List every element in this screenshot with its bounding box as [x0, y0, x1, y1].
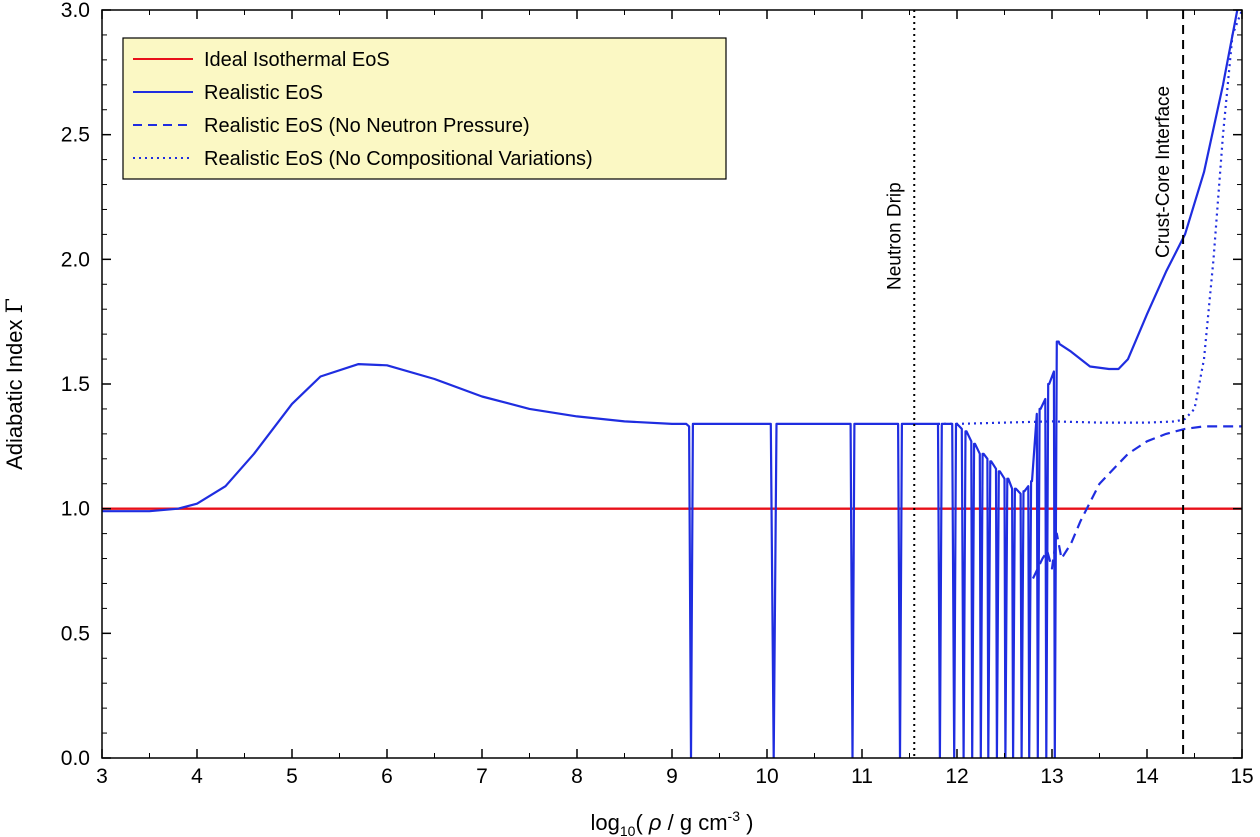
legend-label-1: Ideal Isothermal EoS [204, 49, 390, 71]
y-tick-label: 0.5 [61, 622, 90, 645]
legend-label-3: Realistic EoS (No Neutron Pressure) [204, 115, 530, 137]
y-axis-label: Adiabatic Index Γ [2, 298, 28, 470]
series-layer [102, 10, 1242, 758]
y-tick-label: 2.5 [61, 124, 90, 147]
legend-label-4: Realistic EoS (No Compositional Variatio… [204, 148, 593, 170]
x-tick-label: 10 [755, 765, 778, 788]
x-tick-label: 7 [476, 765, 488, 788]
y-tick-label: 1.0 [61, 498, 90, 521]
y-tick-label: 1.5 [61, 373, 90, 396]
x-tick-label: 4 [191, 765, 203, 788]
x-axis-label: log10( ρ / g cm-3 ) [591, 808, 754, 837]
legend-box [122, 37, 727, 180]
reference-lines: Neutron Drip Crust-Core Interface [884, 10, 1185, 758]
reference-line-label-2: Crust-Core Interface [1153, 86, 1174, 258]
x-tick-label: 3 [96, 765, 108, 788]
series-line-3 [1032, 425, 1242, 579]
x-tick-label: 6 [381, 765, 393, 788]
x-tick-label: 14 [1135, 765, 1159, 788]
reference-line-label-1: Neutron Drip [884, 182, 905, 290]
x-tick-label: 15 [1230, 765, 1253, 788]
x-tick-label: 12 [945, 765, 968, 788]
y-tick-label: 3.0 [61, 0, 90, 22]
y-tick-label: 0.0 [61, 747, 90, 770]
axis-ticks: 3 4 5 6 7 8 9 10 11 12 13 14 15 0.0 0.5 1.0 1.5 2.0 2.5 3.0 [61, 0, 1254, 788]
legend-label-2: Realistic EoS [204, 82, 323, 104]
series-line-2 [102, 10, 1239, 758]
series-line-4 [938, 10, 1242, 425]
x-tick-label: 13 [1040, 765, 1063, 788]
x-tick-label: 5 [286, 765, 298, 788]
x-tick-label: 9 [666, 765, 678, 788]
y-tick-label: 2.0 [61, 248, 90, 271]
x-tick-label: 8 [571, 765, 583, 788]
legend: Ideal Isothermal EoS Realistic EoS Realist… [122, 37, 727, 180]
x-tick-label: 11 [851, 765, 873, 788]
